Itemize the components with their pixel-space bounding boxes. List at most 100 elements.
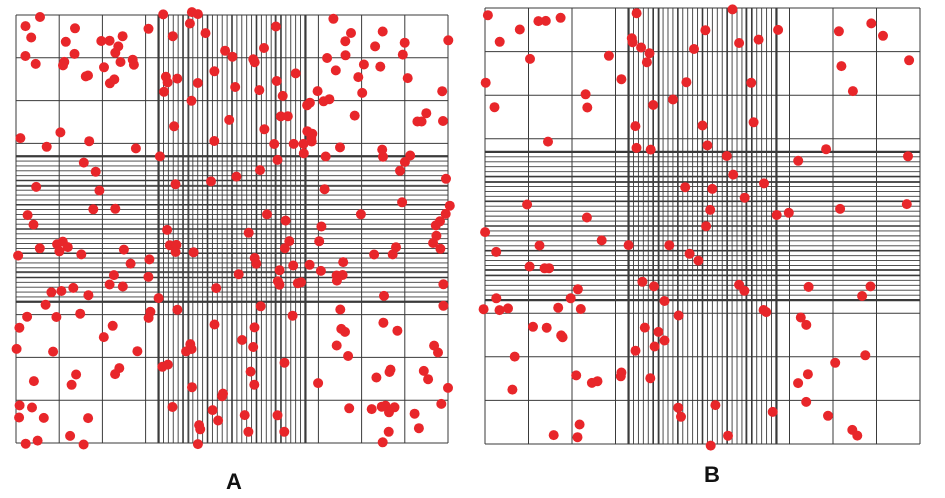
cell-dot — [188, 247, 199, 258]
cell-dot — [565, 293, 576, 304]
cell-dot — [83, 413, 94, 424]
cell-dot — [209, 319, 220, 330]
cell-dot — [438, 279, 449, 290]
cell-dot — [224, 114, 235, 125]
cell-dot — [539, 263, 550, 274]
cell-dot — [823, 410, 833, 421]
cell-dot — [274, 279, 285, 290]
cell-dot — [721, 151, 732, 161]
cell-dot — [358, 59, 369, 70]
cell-dot — [186, 95, 197, 106]
cell-dot — [349, 110, 360, 121]
cell-dot — [835, 203, 846, 214]
cell-dot — [534, 240, 545, 251]
cell-dot — [248, 54, 259, 65]
cell-dot — [83, 290, 94, 301]
cell-dot — [279, 243, 290, 254]
cell-dot — [20, 21, 31, 32]
cell-dot — [192, 9, 203, 20]
cell-dot — [377, 437, 388, 448]
cell-dot — [758, 305, 769, 315]
cell-dot — [319, 184, 330, 195]
cell-dot — [557, 332, 568, 343]
cell-dot — [378, 151, 388, 162]
cell-dot — [76, 249, 87, 260]
cell-dot — [335, 142, 345, 153]
cell-dot — [304, 259, 315, 270]
cell-dot — [385, 364, 396, 375]
cell-dot — [30, 58, 41, 69]
cell-dot — [379, 290, 389, 301]
cell-dot — [304, 97, 315, 108]
cell-dot — [320, 151, 331, 162]
cell-dot — [904, 55, 915, 66]
cell-dot — [491, 293, 502, 304]
cell-dot — [397, 197, 408, 208]
cell-dot — [727, 4, 738, 15]
cell-dot — [75, 308, 86, 319]
cell-dot — [104, 279, 115, 290]
cell-dot — [507, 384, 518, 395]
cell-dot — [649, 341, 660, 352]
cell-dot — [397, 49, 408, 60]
cell-dot — [298, 148, 309, 159]
cell-dot — [543, 136, 553, 147]
cell-dot — [217, 391, 228, 402]
cell-dot — [636, 42, 647, 53]
cell-dot — [185, 339, 196, 350]
cell-dot — [343, 351, 354, 361]
cell-dot — [783, 207, 794, 218]
cell-dot — [88, 204, 99, 215]
cell-dot — [644, 48, 655, 59]
cell-dot — [705, 204, 716, 215]
cell-dot — [27, 402, 37, 413]
cell-dot — [209, 136, 220, 146]
cell-dot — [331, 270, 342, 281]
cell-dot — [40, 299, 51, 310]
cell-dot — [227, 51, 238, 62]
cell-dot — [369, 249, 380, 260]
cell-dot — [429, 340, 440, 351]
cell-dot — [437, 86, 448, 97]
cell-dot — [355, 209, 366, 220]
cell-dot — [847, 86, 858, 97]
cell-dot — [172, 73, 183, 84]
cell-dot — [409, 408, 420, 419]
cell-dot — [292, 278, 303, 289]
cell-dot — [659, 335, 670, 346]
cell-dot — [522, 199, 533, 210]
cell-dot — [162, 77, 173, 88]
cell-dot — [279, 357, 290, 368]
cell-dot — [170, 247, 181, 257]
cell-dot — [423, 374, 434, 385]
cell-dot — [524, 261, 535, 272]
panel-b-counting-grid — [478, 4, 921, 451]
cell-dot — [645, 373, 656, 384]
cell-dot — [34, 243, 45, 254]
cell-dot — [290, 68, 301, 79]
cell-dot — [90, 166, 101, 177]
cell-dot — [115, 57, 126, 67]
cell-dot — [80, 71, 91, 82]
cell-dot — [371, 372, 382, 383]
cell-dot — [51, 312, 62, 322]
cell-dot — [117, 281, 128, 292]
cell-dot — [836, 61, 847, 72]
cell-dots-a — [11, 7, 455, 450]
cell-dot — [22, 210, 33, 221]
cell-dot — [84, 136, 95, 147]
cell-dot — [68, 282, 79, 293]
cell-dot — [328, 13, 339, 24]
cell-dot — [852, 430, 863, 441]
cell-dot — [169, 121, 180, 132]
cell-dot — [233, 269, 244, 280]
cell-dot — [312, 86, 323, 97]
cell-dot — [739, 285, 750, 296]
cell-dot — [571, 370, 582, 381]
cell-dot — [641, 57, 652, 68]
cell-dot — [167, 402, 178, 412]
cell-dot — [659, 296, 670, 306]
cell-dot — [230, 82, 241, 92]
cell-dot — [649, 281, 659, 292]
cell-dot — [572, 284, 583, 295]
